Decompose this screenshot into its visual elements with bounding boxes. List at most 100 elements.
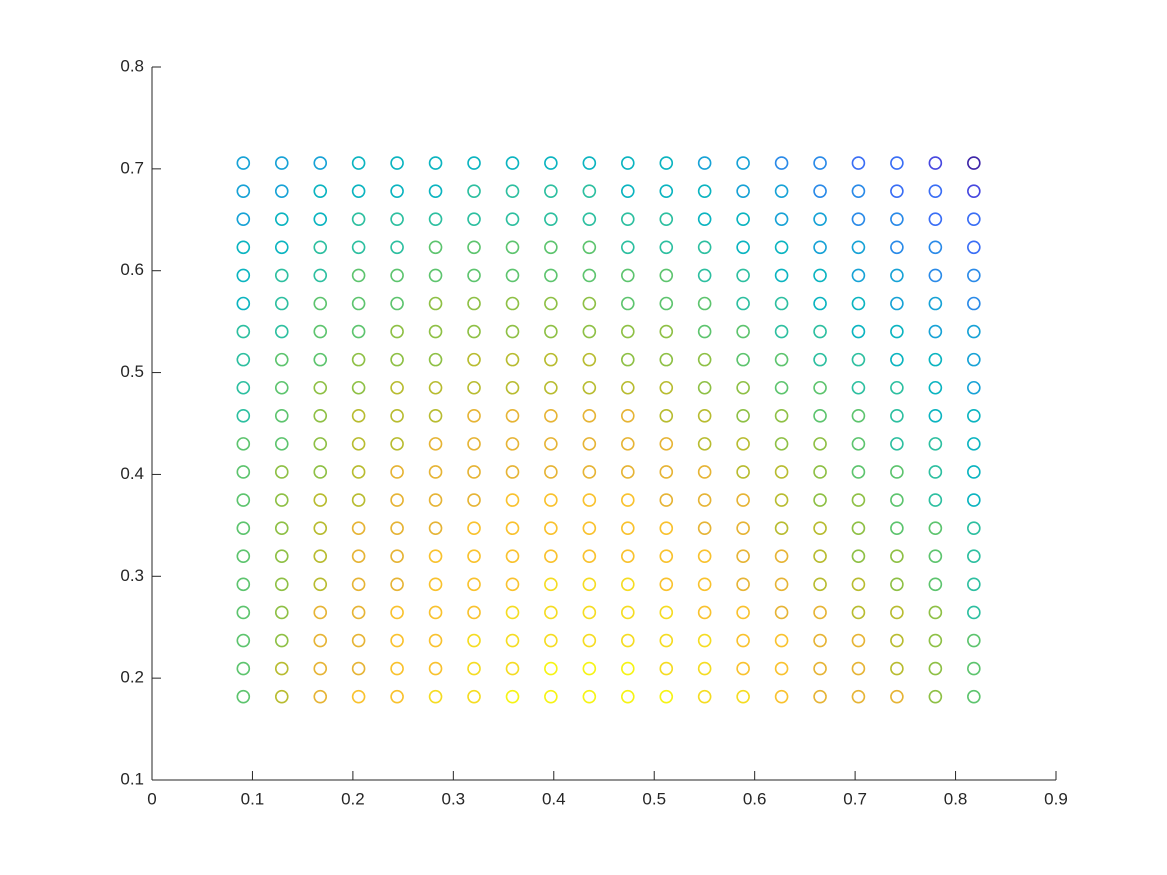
point [890, 437, 904, 451]
point [544, 296, 558, 311]
point [659, 605, 674, 620]
point [851, 156, 866, 170]
point [505, 633, 520, 648]
point [582, 437, 597, 451]
point [428, 633, 443, 648]
point [621, 240, 635, 255]
y-tick-label: 0.6 [120, 260, 144, 279]
point [851, 184, 866, 198]
point [351, 352, 366, 367]
point [274, 605, 289, 620]
point [313, 437, 328, 451]
point [774, 184, 789, 198]
point [890, 156, 904, 170]
point [428, 549, 443, 564]
point [582, 465, 597, 479]
point [736, 577, 750, 592]
point [697, 437, 712, 451]
point [428, 465, 443, 479]
point [351, 380, 366, 395]
point [467, 633, 481, 648]
point [621, 409, 635, 423]
point [774, 661, 789, 676]
point [313, 605, 328, 620]
point [967, 324, 981, 339]
x-tick-label: 0 [147, 789, 156, 808]
point [428, 156, 443, 170]
point [313, 352, 328, 367]
point [274, 212, 289, 226]
point [697, 184, 712, 198]
point [851, 465, 866, 479]
point [890, 577, 904, 592]
point [313, 296, 328, 311]
point [813, 689, 827, 704]
point [813, 409, 827, 423]
point [428, 212, 443, 226]
point [928, 156, 943, 170]
point [774, 240, 789, 255]
point [967, 212, 981, 226]
point [351, 212, 366, 226]
point [351, 324, 366, 339]
point [544, 380, 558, 395]
point [236, 661, 251, 676]
y-tick-label: 0.1 [120, 769, 144, 788]
point [351, 240, 366, 255]
point [544, 409, 558, 423]
point [928, 409, 943, 423]
y-tick-label: 0.7 [120, 158, 144, 177]
point [544, 156, 558, 170]
point [544, 184, 558, 198]
point [582, 633, 597, 648]
point [697, 661, 712, 676]
point [274, 493, 289, 507]
point [582, 577, 597, 592]
point [967, 240, 981, 255]
point [967, 437, 981, 451]
point [467, 156, 481, 170]
point [659, 184, 674, 198]
point [236, 437, 251, 451]
point [697, 465, 712, 479]
point [967, 465, 981, 479]
point [236, 156, 251, 170]
point [697, 689, 712, 704]
point [390, 156, 404, 170]
point [774, 689, 789, 704]
point [659, 296, 674, 311]
point [274, 380, 289, 395]
point [774, 521, 789, 536]
point [813, 380, 827, 395]
point [621, 633, 635, 648]
point [428, 521, 443, 536]
point [582, 661, 597, 676]
point [736, 380, 750, 395]
point [390, 184, 404, 198]
point [967, 409, 981, 423]
point [774, 352, 789, 367]
point [236, 493, 251, 507]
point [428, 296, 443, 311]
point [967, 380, 981, 395]
point [967, 521, 981, 536]
point [351, 437, 366, 451]
point [351, 296, 366, 311]
point [621, 437, 635, 451]
point [390, 352, 404, 367]
point [967, 577, 981, 592]
point [505, 521, 520, 536]
point [505, 577, 520, 592]
point [697, 633, 712, 648]
x-tick-label: 0.9 [1044, 789, 1068, 808]
point [274, 352, 289, 367]
point [697, 240, 712, 255]
point [236, 352, 251, 367]
point [736, 352, 750, 367]
point [351, 549, 366, 564]
point [428, 577, 443, 592]
point [697, 380, 712, 395]
point [351, 184, 366, 198]
point [851, 577, 866, 592]
point [890, 549, 904, 564]
